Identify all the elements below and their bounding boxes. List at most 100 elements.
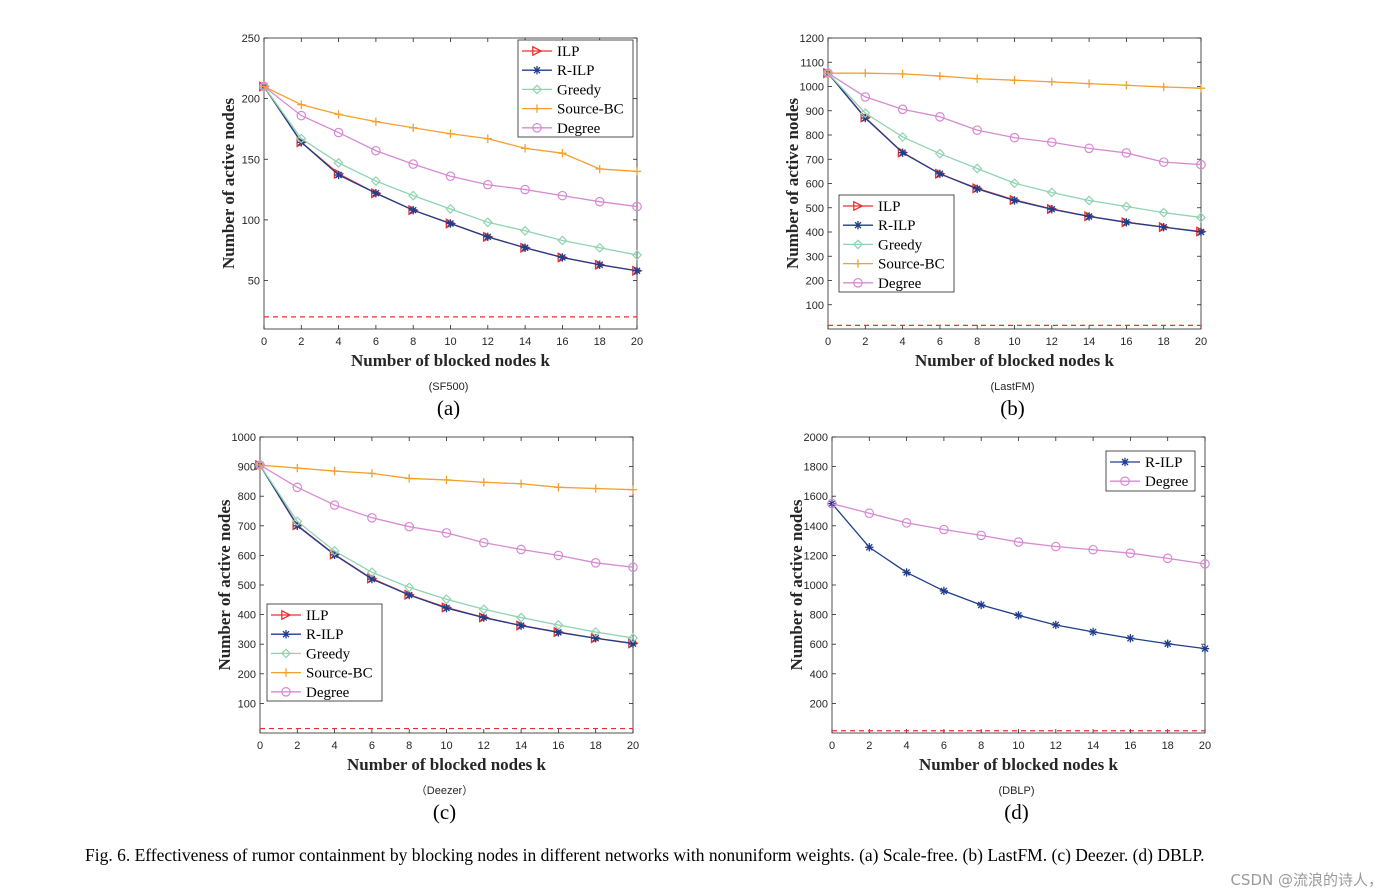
data-point-r-ilp: [1159, 222, 1168, 232]
data-point-degree: [864, 508, 875, 519]
series-line-degree: [827, 72, 1202, 166]
x-tick-label: 4: [336, 336, 342, 348]
data-point-greedy: [934, 148, 945, 159]
data-point-greedy: [860, 108, 871, 119]
x-tick-label: 12: [482, 336, 494, 348]
data-point-r-ilp: [1196, 227, 1206, 237]
data-point-r-ilp: [558, 253, 567, 262]
legend-label: R-ILP: [1145, 455, 1183, 471]
x-tick-label: 16: [552, 740, 564, 752]
data-point-source-bc: [293, 463, 302, 473]
data-point-r-ilp: [898, 148, 907, 157]
data-point-degree: [441, 528, 452, 538]
data-point-degree: [590, 557, 601, 568]
series-degree: [827, 498, 1210, 569]
y-tick-label: 1000: [804, 580, 828, 592]
data-point-r-ilp: [935, 169, 945, 178]
x-tick-label: 18: [590, 740, 602, 752]
data-point-greedy: [408, 190, 419, 201]
legend-marker: [853, 259, 863, 268]
legend-box: [266, 603, 383, 702]
data-point-greedy: [1084, 195, 1095, 206]
series-line-greedy: [263, 86, 638, 256]
x-tick-label: 2: [866, 740, 872, 752]
legend-marker: [281, 609, 292, 621]
legend-item-source-bc: Source-BC: [522, 102, 624, 118]
legend-marker: [853, 200, 864, 212]
data-point-source-bc: [1159, 82, 1168, 92]
data-point-degree: [1196, 159, 1206, 170]
data-point-greedy: [404, 582, 415, 593]
x-tick-label: 0: [829, 740, 835, 752]
x-tick-label: 0: [261, 336, 267, 348]
legend-label: R-ILP: [878, 218, 916, 234]
data-point-source-bc: [1010, 75, 1019, 85]
y-tick-label: 100: [806, 300, 824, 312]
legend-label: Greedy: [878, 237, 923, 253]
panel-letter: (c): [433, 800, 456, 824]
data-point-greedy: [590, 627, 601, 638]
y-axis-label: Number of active nodes: [783, 98, 802, 269]
legend-label: ILP: [557, 44, 580, 60]
data-point-r-ilp: [516, 621, 526, 630]
data-point-greedy: [1009, 178, 1020, 189]
legend-item-r-ilp: R-ILP: [843, 218, 916, 234]
legend-label: R-ILP: [557, 63, 595, 79]
x-tick-label: 2: [294, 740, 300, 752]
y-tick-label: 800: [810, 610, 828, 622]
y-tick-label: 1600: [804, 491, 828, 503]
data-point-r-ilp: [628, 639, 638, 648]
y-tick-label: 900: [806, 106, 824, 118]
data-point-r-ilp: [405, 590, 414, 600]
y-tick-label: 600: [810, 639, 828, 651]
figure-caption: Fig. 6. Effectiveness of rumor containme…: [85, 845, 1205, 865]
y-tick-label: 300: [238, 639, 256, 651]
data-point-degree: [901, 518, 912, 528]
x-tick-label: 6: [941, 740, 947, 752]
data-point-degree: [628, 562, 638, 573]
data-point-source-bc: [973, 74, 982, 83]
legend-item-r-ilp: R-ILP: [271, 627, 344, 643]
legend: ILP R-ILP Greedy Source-BC Degree: [266, 603, 383, 702]
series-line-greedy: [259, 464, 634, 639]
data-point-r-ilp: [409, 205, 418, 215]
x-tick-label: 6: [373, 336, 379, 348]
series-greedy: [258, 81, 643, 261]
data-point-source-bc: [861, 68, 870, 78]
y-tick-label: 1200: [800, 33, 824, 45]
data-point-source-bc: [442, 475, 451, 485]
x-tick-label: 14: [1083, 336, 1095, 348]
legend-label: Degree: [306, 685, 350, 701]
legend-marker: [1120, 457, 1130, 467]
data-point-greedy: [370, 176, 381, 187]
data-point-greedy: [333, 157, 344, 168]
legend-label: R-ILP: [306, 627, 344, 643]
data-point-degree: [823, 68, 833, 78]
panel-subtitle: (DBLP): [998, 785, 1034, 797]
legend-label: Source-BC: [557, 102, 624, 118]
chart-panel-c: 0 2 4 6 8 10 12 14 16 18 20 100 200 300 400 500 600 700 80…: [215, 432, 639, 824]
data-point-degree: [478, 537, 489, 548]
x-tick-label: 8: [410, 336, 416, 348]
y-axis-label: Number of active nodes: [219, 98, 238, 269]
data-point-r-ilp: [591, 634, 600, 643]
series-line-greedy: [827, 72, 1202, 219]
x-tick-label: 8: [974, 336, 980, 348]
data-point-r-ilp: [1010, 196, 1019, 205]
data-point-degree: [1084, 143, 1094, 154]
data-point-greedy: [516, 612, 527, 623]
data-point-source-bc: [405, 474, 414, 483]
data-point-source-bc: [520, 144, 530, 153]
legend-marker: [853, 221, 863, 230]
x-tick-label: 4: [332, 740, 338, 752]
data-point-source-bc: [591, 484, 600, 493]
x-tick-label: 14: [1087, 740, 1099, 752]
data-point-degree: [333, 127, 344, 138]
series-source-bc: [259, 82, 642, 176]
data-point-degree: [371, 145, 381, 156]
data-point-greedy: [972, 163, 983, 174]
data-point-greedy: [366, 567, 377, 578]
data-point-degree: [1088, 544, 1098, 555]
data-point-source-bc: [330, 466, 339, 476]
series-line-degree: [263, 85, 638, 208]
